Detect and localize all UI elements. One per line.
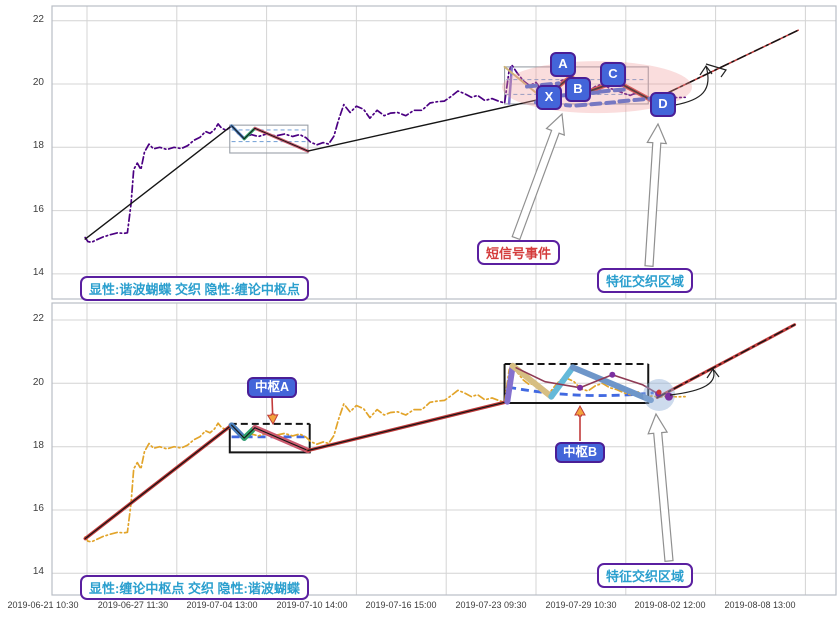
x-tick-label: 2019-07-23 09:30 [455, 600, 527, 610]
y-tick-label: 20 [32, 377, 44, 388]
y-tick-label: 14 [32, 267, 44, 278]
y-tick-label: 20 [32, 77, 44, 88]
x-tick-label: 2019-07-04 13:00 [186, 600, 258, 610]
point-label-a: A [550, 52, 576, 77]
pivot-b-label: 中枢B [555, 442, 606, 463]
point-label-b: B [565, 77, 591, 102]
y-tick-label: 18 [32, 140, 44, 151]
top-panel-caption: 显性:谐波蝴蝶 交织 隐性:缠论中枢点 [80, 276, 309, 301]
y-tick-label: 18 [32, 440, 44, 451]
y-tick-label: 14 [32, 566, 44, 577]
point-label-c: C [600, 62, 626, 87]
bottom-panel-caption: 显性:缠论中枢点 交织 隐性:谐波蝴蝶 [80, 575, 309, 600]
x-tick-label: 2019-08-08 13:00 [724, 600, 796, 610]
y-tick-label: 16 [32, 503, 44, 514]
point-label-d: D [650, 92, 676, 117]
pivot-a-label: 中枢A [247, 377, 298, 398]
x-tick-label: 2019-06-27 11:30 [97, 600, 169, 610]
feature-zone-label-bottom: 特征交织区域 [597, 563, 694, 588]
x-tick-label: 2019-08-02 12:00 [634, 600, 706, 610]
y-tick-label: 16 [32, 204, 44, 215]
x-tick-label: 2019-07-16 15:00 [365, 600, 437, 610]
feature-zone-label-top: 特征交织区域 [597, 268, 694, 293]
x-tick-label: 2019-07-29 10:30 [545, 600, 617, 610]
point-label-x: X [536, 85, 562, 110]
y-tick-label: 22 [32, 14, 44, 25]
x-tick-label: 2019-07-10 14:00 [276, 600, 348, 610]
y-tick-label: 22 [32, 313, 44, 324]
signal-event-label: 短信号事件 [477, 240, 561, 265]
x-tick-label: 2019-06-21 10:30 [7, 600, 79, 610]
